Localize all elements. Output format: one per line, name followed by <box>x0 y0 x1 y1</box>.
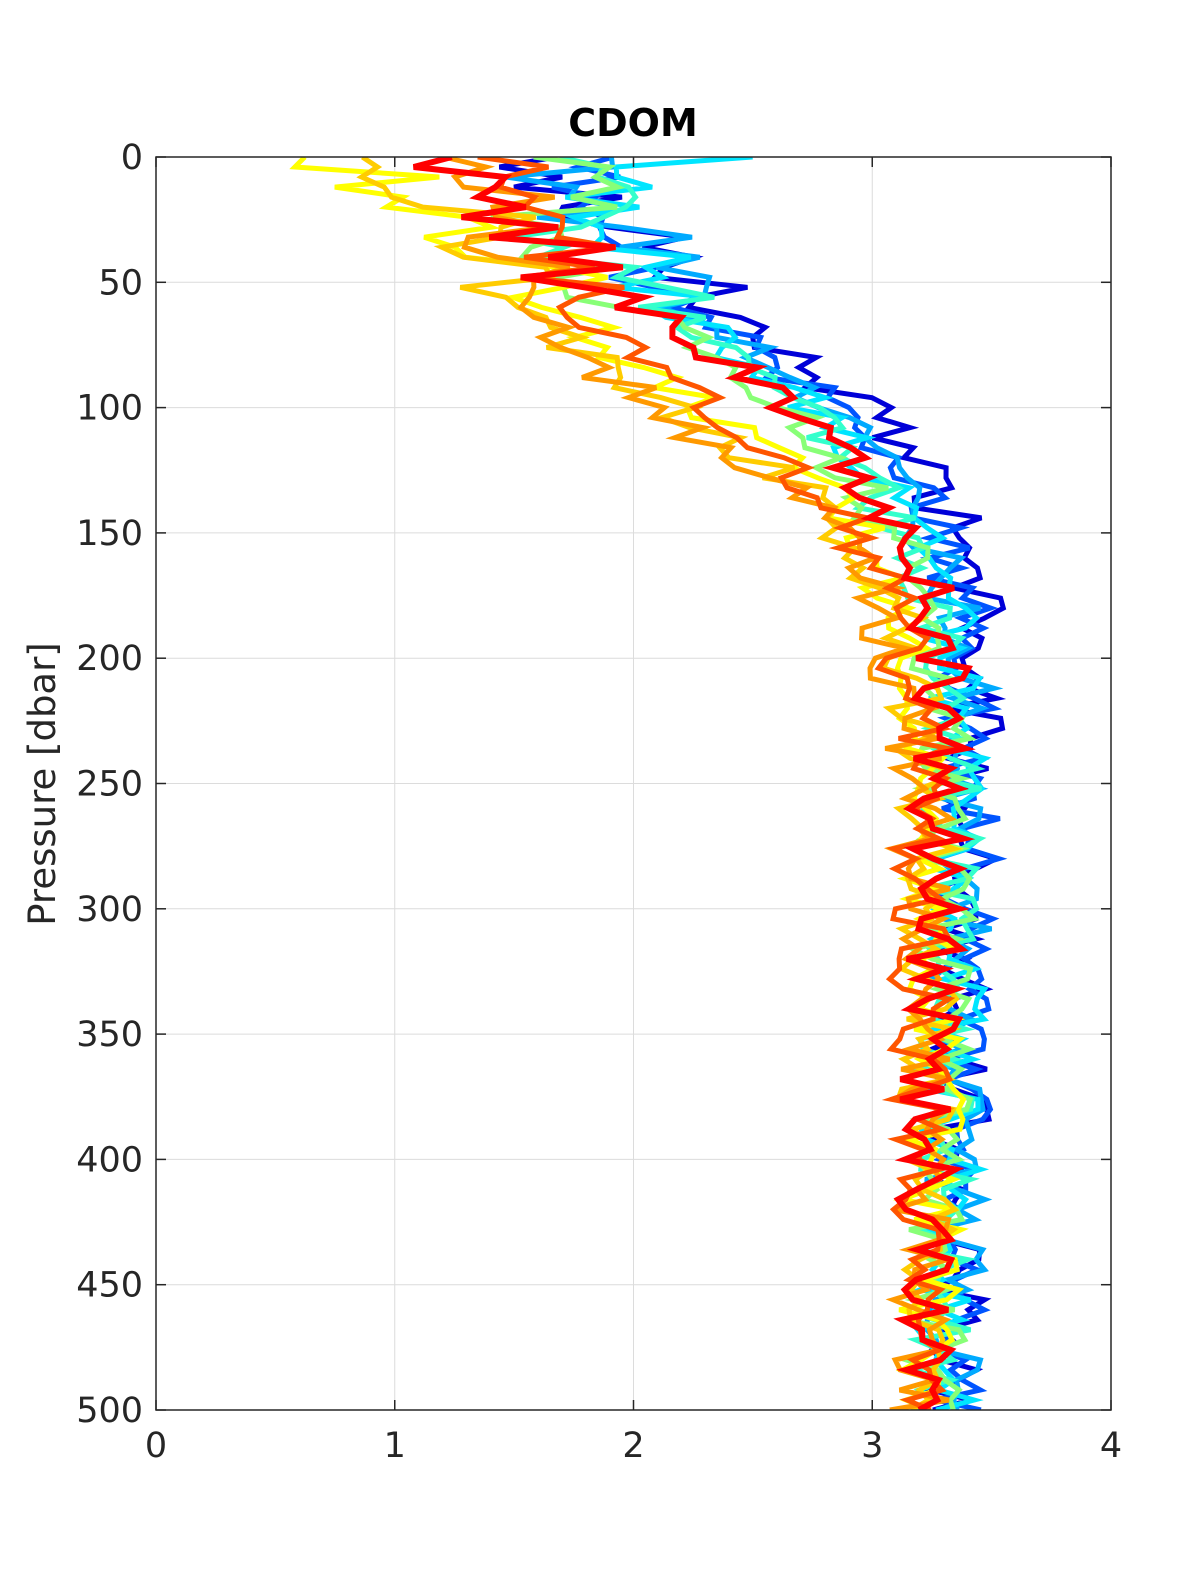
y-tick-label: 350 <box>76 1015 143 1055</box>
x-tick-label: 4 <box>1100 1426 1122 1466</box>
profile-line <box>412 157 976 1410</box>
y-tick-label: 150 <box>76 514 143 554</box>
y-tick-label: 50 <box>98 263 143 303</box>
y-tick-label: 500 <box>76 1391 143 1431</box>
y-tick-label: 300 <box>76 890 143 930</box>
x-tick-label: 0 <box>145 1426 167 1466</box>
profile-line <box>443 157 958 1410</box>
y-tick-labels: 0 50 100 150 200 250 300 350 400 450 500 <box>76 138 143 1431</box>
y-tick-label: 200 <box>76 639 143 679</box>
chart-title: CDOM <box>568 101 698 145</box>
x-tick-label: 2 <box>622 1426 644 1466</box>
y-tick-label: 450 <box>76 1266 143 1306</box>
profile-line <box>356 157 963 1410</box>
y-axis-label: Pressure [dbar] <box>21 642 64 925</box>
y-tick-label: 400 <box>76 1140 143 1180</box>
profile-lines <box>289 157 1008 1410</box>
y-tick-label: 0 <box>121 138 143 178</box>
y-tick-label: 250 <box>76 765 143 805</box>
x-tick-labels: 0 1 2 3 4 <box>145 1426 1122 1466</box>
axis-ticks <box>155 156 1112 1411</box>
y-tick-label: 100 <box>76 389 143 429</box>
x-tick-label: 3 <box>861 1426 883 1466</box>
x-tick-label: 1 <box>384 1426 406 1466</box>
